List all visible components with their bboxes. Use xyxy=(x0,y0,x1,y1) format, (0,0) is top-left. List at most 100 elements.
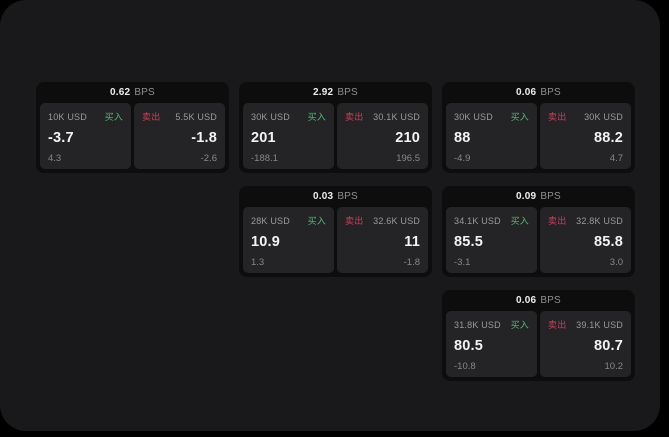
buy-amount: 34.1K USD xyxy=(454,215,501,226)
sell-amount: 32.6K USD xyxy=(373,215,420,226)
buy-price: 85.5 xyxy=(454,234,484,250)
sell-sub-value: 196.5 xyxy=(396,152,420,164)
spread-value: 0.03 xyxy=(313,191,334,202)
spread-unit: BPS xyxy=(337,87,358,98)
sell-sub-value: -2.6 xyxy=(200,152,217,164)
quote-card: 0.62 BPS 10K USD 买入 -3.7 4.3 卖出 5.5K USD… xyxy=(36,82,229,173)
sell-amount: 30.1K USD xyxy=(373,111,420,122)
quote-card: 0.06 BPS 31.8K USD 买入 80.5 -10.8 卖出 39.1… xyxy=(442,290,635,381)
buy-tile[interactable]: 28K USD 买入 10.9 1.3 xyxy=(243,207,334,273)
buy-label: 买入 xyxy=(307,112,326,122)
buy-tile[interactable]: 10K USD 买入 -3.7 4.3 xyxy=(40,103,131,169)
sell-sub-value: -1.8 xyxy=(403,256,420,268)
buy-amount: 30K USD xyxy=(454,111,493,122)
quote-card-body: 28K USD 买入 10.9 1.3 卖出 32.6K USD 11 -1.8 xyxy=(243,207,428,273)
spread-unit: BPS xyxy=(134,87,155,98)
sell-label: 卖出 xyxy=(548,112,567,122)
spread-value: 2.92 xyxy=(313,87,334,98)
buy-tile[interactable]: 34.1K USD 买入 85.5 -3.1 xyxy=(446,207,537,273)
sell-amount: 5.5K USD xyxy=(175,111,217,122)
sell-tile[interactable]: 卖出 5.5K USD -1.8 -2.6 xyxy=(134,103,225,169)
sell-tile-top: 卖出 32.8K USD xyxy=(548,214,623,227)
buy-price: 80.5 xyxy=(454,338,484,354)
buy-amount: 10K USD xyxy=(48,111,87,122)
quote-card: 0.03 BPS 28K USD 买入 10.9 1.3 卖出 32.6K US… xyxy=(239,186,432,277)
sell-tile-top: 卖出 39.1K USD xyxy=(548,318,623,331)
buy-label: 买入 xyxy=(104,112,123,122)
quote-card: 0.09 BPS 34.1K USD 买入 85.5 -3.1 卖出 32.8K… xyxy=(442,186,635,277)
spread-value: 0.06 xyxy=(516,295,537,306)
spread-header: 2.92 BPS xyxy=(243,82,428,103)
quote-card-body: 30K USD 买入 88 -4.9 卖出 30K USD 88.2 4.7 xyxy=(446,103,631,169)
buy-tile[interactable]: 30K USD 买入 201 -188.1 xyxy=(243,103,334,169)
quote-card-body: 31.8K USD 买入 80.5 -10.8 卖出 39.1K USD 80.… xyxy=(446,311,631,377)
buy-sub-value: 1.3 xyxy=(251,256,265,268)
buy-amount: 28K USD xyxy=(251,215,290,226)
sell-label: 卖出 xyxy=(142,112,161,122)
buy-sub-value: 4.3 xyxy=(48,152,62,164)
sell-price: -1.8 xyxy=(191,130,217,146)
sell-price: 11 xyxy=(404,234,420,250)
sell-tile-top: 卖出 5.5K USD xyxy=(142,110,217,123)
buy-sub-value: -3.1 xyxy=(454,256,471,268)
spread-unit: BPS xyxy=(337,191,358,202)
spread-value: 0.09 xyxy=(516,191,537,202)
buy-label: 买入 xyxy=(510,112,529,122)
sell-price: 80.7 xyxy=(593,338,623,354)
sell-tile[interactable]: 卖出 30.1K USD 210 196.5 xyxy=(337,103,428,169)
buy-tile-top: 30K USD 买入 xyxy=(454,110,529,123)
sell-tile-top: 卖出 32.6K USD xyxy=(345,214,420,227)
buy-tile-top: 28K USD 买入 xyxy=(251,214,326,227)
buy-sub-value: -4.9 xyxy=(454,152,471,164)
spread-value: 0.62 xyxy=(110,87,131,98)
quote-card-body: 10K USD 买入 -3.7 4.3 卖出 5.5K USD -1.8 -2.… xyxy=(40,103,225,169)
spread-header: 0.62 BPS xyxy=(40,82,225,103)
sell-tile-top: 卖出 30K USD xyxy=(548,110,623,123)
spread-value: 0.06 xyxy=(516,87,537,98)
sell-tile[interactable]: 卖出 30K USD 88.2 4.7 xyxy=(540,103,631,169)
sell-tile[interactable]: 卖出 32.6K USD 11 -1.8 xyxy=(337,207,428,273)
sell-amount: 32.8K USD xyxy=(576,215,623,226)
sell-amount: 39.1K USD xyxy=(576,319,623,330)
sell-label: 卖出 xyxy=(548,216,567,226)
buy-tile-top: 34.1K USD 买入 xyxy=(454,214,529,227)
spread-header: 0.09 BPS xyxy=(446,186,631,207)
quote-card: 2.92 BPS 30K USD 买入 201 -188.1 卖出 30.1K … xyxy=(239,82,432,173)
sell-amount: 30K USD xyxy=(584,111,623,122)
quote-card-body: 34.1K USD 买入 85.5 -3.1 卖出 32.8K USD 85.8… xyxy=(446,207,631,273)
sell-tile[interactable]: 卖出 32.8K USD 85.8 3.0 xyxy=(540,207,631,273)
buy-sub-value: -10.8 xyxy=(454,360,476,372)
buy-tile-top: 31.8K USD 买入 xyxy=(454,318,529,331)
spread-header: 0.06 BPS xyxy=(446,82,631,103)
sell-price: 85.8 xyxy=(593,234,623,250)
sell-tile[interactable]: 卖出 39.1K USD 80.7 10.2 xyxy=(540,311,631,377)
sell-sub-value: 10.2 xyxy=(604,360,624,372)
spread-header: 0.03 BPS xyxy=(243,186,428,207)
buy-amount: 31.8K USD xyxy=(454,319,501,330)
quote-card: 0.06 BPS 30K USD 买入 88 -4.9 卖出 30K USD 8… xyxy=(442,82,635,173)
buy-label: 买入 xyxy=(510,216,529,226)
sell-price: 88.2 xyxy=(593,130,623,146)
sell-label: 卖出 xyxy=(345,112,364,122)
buy-sub-value: -188.1 xyxy=(251,152,278,164)
sell-sub-value: 3.0 xyxy=(609,256,623,268)
sell-label: 卖出 xyxy=(548,320,567,330)
spread-unit: BPS xyxy=(540,87,561,98)
buy-label: 买入 xyxy=(307,216,326,226)
buy-tile[interactable]: 31.8K USD 买入 80.5 -10.8 xyxy=(446,311,537,377)
spread-unit: BPS xyxy=(540,191,561,202)
buy-tile-top: 10K USD 买入 xyxy=(48,110,123,123)
buy-amount: 30K USD xyxy=(251,111,290,122)
sell-label: 卖出 xyxy=(345,216,364,226)
spread-unit: BPS xyxy=(540,295,561,306)
buy-price: 201 xyxy=(251,130,276,146)
cards-grid: 0.62 BPS 10K USD 买入 -3.7 4.3 卖出 5.5K USD… xyxy=(36,82,635,381)
buy-tile[interactable]: 30K USD 买入 88 -4.9 xyxy=(446,103,537,169)
spread-header: 0.06 BPS xyxy=(446,290,631,311)
quote-card-body: 30K USD 买入 201 -188.1 卖出 30.1K USD 210 1… xyxy=(243,103,428,169)
buy-label: 买入 xyxy=(510,320,529,330)
sell-price: 210 xyxy=(395,130,420,146)
main-panel: 0.62 BPS 10K USD 买入 -3.7 4.3 卖出 5.5K USD… xyxy=(0,0,660,431)
buy-price: 88 xyxy=(454,130,471,146)
